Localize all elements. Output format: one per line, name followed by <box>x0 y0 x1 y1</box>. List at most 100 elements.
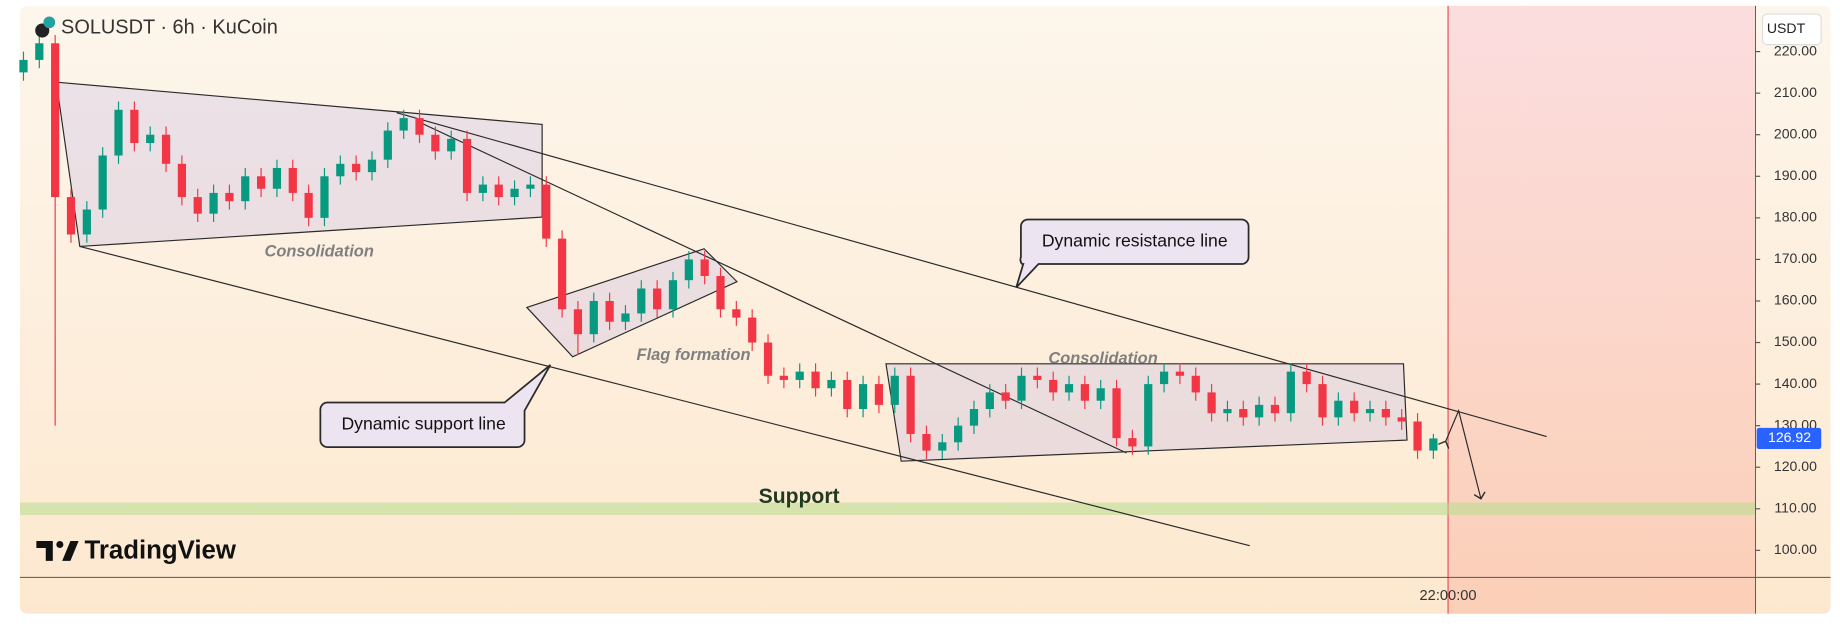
y-tick-label: 170.00 <box>1774 250 1817 266</box>
candle-body <box>1159 371 1169 385</box>
candle-body <box>1191 375 1200 393</box>
y-tick-label: 210.00 <box>1774 84 1817 100</box>
candle-body <box>795 371 804 380</box>
resistance-line <box>396 112 1547 438</box>
candle-body <box>1033 375 1042 380</box>
candle-body <box>462 138 472 193</box>
candle-body <box>1207 392 1216 414</box>
candle-body <box>161 134 171 164</box>
candle-body <box>748 317 757 343</box>
candle-body <box>716 276 725 310</box>
support-label: Support <box>759 485 840 508</box>
candle-body <box>431 134 440 152</box>
callout <box>1015 218 1250 289</box>
candle-body <box>668 280 678 310</box>
y-tick-label: 160.00 <box>1774 292 1817 308</box>
candle-body <box>890 375 899 405</box>
candle-body <box>954 425 963 443</box>
brand-logo <box>56 540 64 549</box>
time-label: 22:00:00 <box>1420 588 1477 604</box>
callout <box>319 364 552 448</box>
candle-body <box>969 409 979 426</box>
candle-body <box>1286 371 1295 414</box>
candle-body <box>938 442 947 451</box>
candle-body <box>732 309 741 318</box>
candle-body <box>1255 404 1264 418</box>
candle-body <box>542 184 551 239</box>
symbol-icon <box>43 16 56 29</box>
candle-body <box>177 163 186 198</box>
y-tick-label: 110.00 <box>1774 500 1816 516</box>
brand-name: TradingView <box>84 536 236 564</box>
candle-body <box>288 167 297 193</box>
candle-body <box>1001 392 1010 401</box>
candle-body <box>1270 404 1280 414</box>
candle-body <box>98 155 107 210</box>
candle-body <box>447 138 456 152</box>
candle-body <box>526 184 535 189</box>
candle-body <box>605 300 614 322</box>
candle-body <box>573 309 583 335</box>
callout-text: Dynamic resistance line <box>1042 230 1228 250</box>
candle-body <box>1175 371 1185 376</box>
support-zone <box>19 502 1756 516</box>
candle-body <box>843 379 852 410</box>
annotation: Consolidation <box>264 243 373 261</box>
candle-body <box>193 197 202 214</box>
candle-body <box>589 300 598 335</box>
candle-body <box>858 384 868 410</box>
candle-body <box>700 259 709 277</box>
candle-body <box>1365 409 1375 414</box>
candle-body <box>1318 384 1327 418</box>
brand-logo <box>36 540 79 561</box>
support-line <box>79 245 1250 547</box>
y-tick-label: 180.00 <box>1774 209 1817 225</box>
candle-body <box>35 43 44 60</box>
forecast-zone <box>1448 5 1756 614</box>
candle-body <box>256 176 266 189</box>
price-tag <box>1756 427 1822 450</box>
candle-body <box>1064 384 1074 393</box>
candle-body <box>304 192 313 218</box>
candle-body <box>494 184 503 198</box>
candle-body <box>621 313 630 322</box>
candle-body <box>779 375 788 380</box>
projection-arrow <box>1446 408 1481 499</box>
candle-body <box>811 371 820 389</box>
candle-body <box>272 167 282 189</box>
candle-body <box>336 163 345 177</box>
candle-body <box>1239 409 1248 418</box>
candle-body <box>1017 375 1026 401</box>
candle-body <box>320 176 329 218</box>
candle-body <box>352 163 361 173</box>
candle-body <box>146 134 155 144</box>
y-tick-label: 200.00 <box>1774 125 1817 141</box>
candle-body <box>1112 388 1121 439</box>
candle-body <box>1413 421 1422 451</box>
candle-body <box>82 209 91 235</box>
candle-body <box>114 109 123 156</box>
candle-body <box>510 188 519 198</box>
candle-body <box>1128 438 1137 447</box>
candle-body <box>367 159 377 173</box>
callout-text: Dynamic support line <box>341 413 505 433</box>
chart-background <box>19 5 1831 614</box>
currency-box[interactable] <box>1761 13 1822 46</box>
candle-body <box>653 288 662 310</box>
candle-body <box>399 118 408 131</box>
candle-body <box>1049 379 1058 393</box>
y-tick-label: 190.00 <box>1774 167 1817 183</box>
candle-body <box>209 192 218 214</box>
currency-label[interactable]: USDT <box>1767 20 1806 36</box>
candle-body <box>1096 388 1105 401</box>
candle-body <box>415 118 424 135</box>
y-tick-label: 100.00 <box>1774 541 1817 557</box>
annotation: Flag formation <box>637 346 751 364</box>
candle-body <box>19 59 28 73</box>
chart-title: SOLUSDT · 6h · KuCoin <box>61 16 278 38</box>
candle-body <box>985 392 994 410</box>
candle-body <box>763 342 773 376</box>
y-tick-label: 140.00 <box>1774 375 1817 391</box>
candle-body <box>1302 371 1311 385</box>
